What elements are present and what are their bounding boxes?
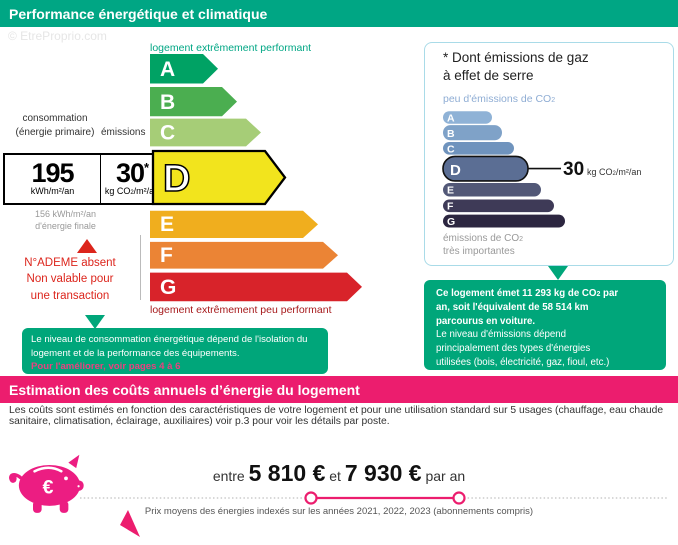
svg-text:A: A <box>160 58 175 81</box>
svg-text:E: E <box>160 213 174 236</box>
svg-text:F: F <box>160 244 173 267</box>
svg-text:C: C <box>160 122 175 145</box>
svg-text:€: € <box>42 476 53 498</box>
svg-text:G: G <box>160 276 176 299</box>
svg-text:D: D <box>163 158 190 200</box>
svg-text:B: B <box>160 91 175 114</box>
